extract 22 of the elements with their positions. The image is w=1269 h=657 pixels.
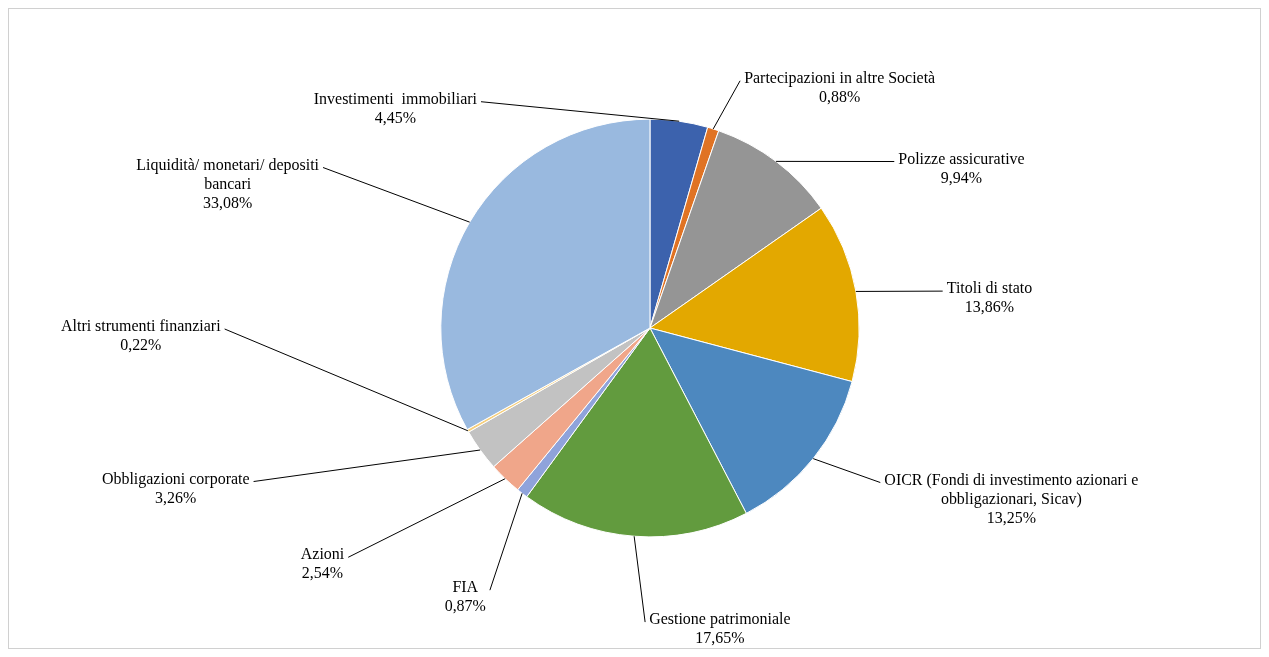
data-label: 17,65%: [695, 629, 745, 647]
slice-label: Azioni: [300, 545, 345, 563]
data-label: 2,54%: [301, 564, 344, 582]
data-label: 0,87%: [444, 597, 486, 615]
slice-label: OICR (Fondi di investimento azionari e obbligazionari, Sicav): [884, 470, 1139, 508]
slice-label: Obbligazioni corporate: [101, 469, 250, 488]
slice-label: Titoli di stato: [946, 279, 1033, 297]
slice-label: FIA: [452, 578, 479, 596]
data-label: 13,86%: [964, 298, 1015, 316]
data-label: 0,88%: [819, 87, 861, 105]
data-label: 3,26%: [155, 488, 197, 506]
slice-label: Polizze assicurative: [898, 149, 1025, 167]
data-label: 33,08%: [203, 193, 253, 211]
data-label: 13,25%: [986, 508, 1037, 526]
data-label: 0,22%: [120, 336, 162, 354]
slice-label: Investimenti immobiliari: [313, 89, 478, 107]
slice-label: Gestione patrimoniale: [649, 610, 791, 629]
slice-label: Partecipazioni in altre Società: [744, 68, 936, 87]
data-label: 9,94%: [940, 168, 983, 186]
slice-label: Altri strumenti finanziari: [60, 317, 222, 335]
slice-label: Liquidità/ monetari/ depositi bancari: [136, 155, 320, 192]
data-label: 4,45%: [374, 108, 417, 126]
